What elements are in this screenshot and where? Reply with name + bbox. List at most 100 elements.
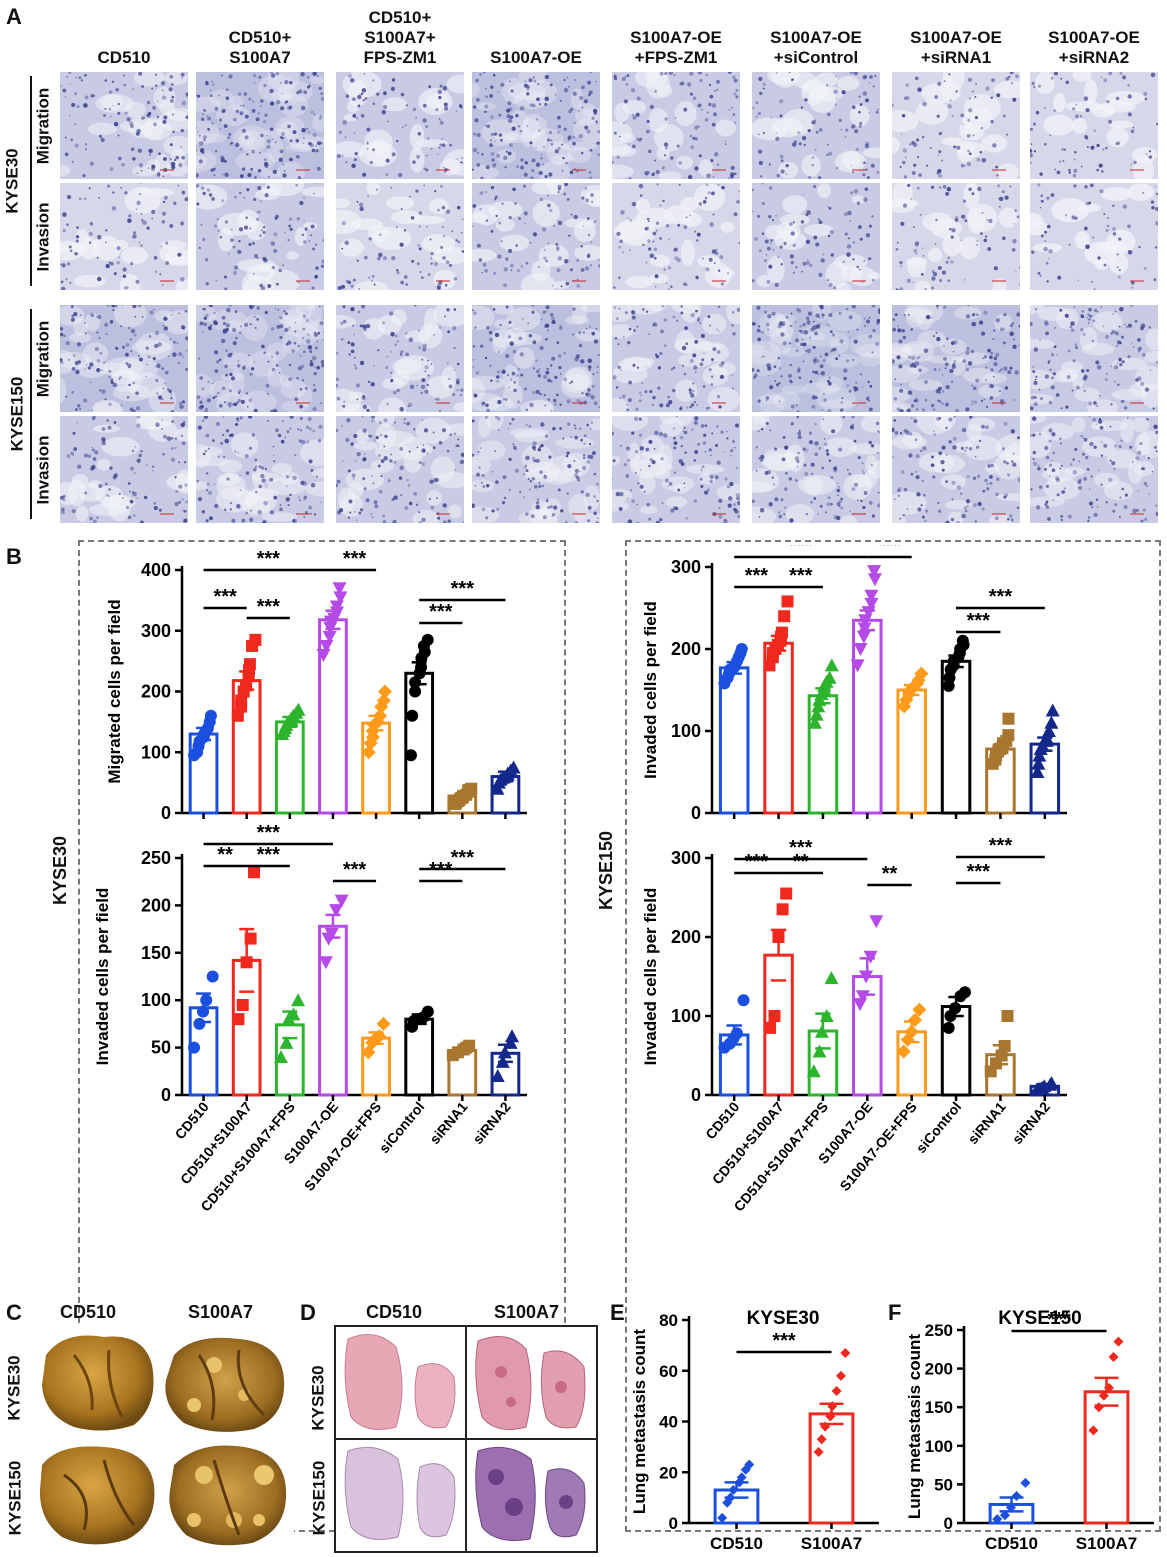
pore-blob [779, 213, 810, 226]
stained-cell [285, 100, 289, 103]
pore-blob [959, 120, 975, 141]
stained-cell [943, 305, 947, 309]
data-point [243, 658, 256, 671]
stained-cell [853, 339, 858, 344]
stained-cell [350, 284, 354, 288]
stained-cell [237, 452, 240, 454]
pore-blob [508, 82, 547, 100]
stained-cell [94, 347, 99, 352]
stained-cell [1045, 261, 1049, 265]
stained-cell [228, 132, 232, 136]
stained-cell [238, 389, 242, 393]
stained-cell [383, 105, 388, 110]
pore-blob [448, 504, 462, 519]
panel-letter-e: E [610, 1300, 625, 1325]
pore-blob [355, 429, 369, 444]
stained-cell [619, 396, 622, 399]
stained-cell [182, 509, 185, 512]
stained-cell [545, 259, 548, 263]
stained-cell [205, 258, 209, 262]
pore-blob [774, 230, 807, 251]
stained-cell [1143, 91, 1148, 96]
pore-blob [716, 483, 740, 501]
stained-cell [509, 107, 513, 111]
stained-cell [981, 212, 984, 215]
stained-cell [348, 499, 353, 504]
stained-cell [726, 430, 728, 433]
stained-cell [349, 511, 352, 514]
data-point [409, 676, 422, 689]
stained-cell [141, 116, 145, 120]
stained-cell [877, 503, 880, 508]
pore-blob [579, 305, 600, 313]
stained-cell [377, 349, 380, 352]
stained-cell [439, 184, 443, 188]
stained-cell [298, 439, 303, 443]
stained-cell [250, 307, 253, 310]
stained-cell [342, 305, 346, 309]
stained-cell [76, 421, 78, 424]
stained-cell [1037, 183, 1041, 187]
stained-cell [538, 129, 541, 132]
stained-cell [635, 112, 640, 117]
stained-cell [690, 403, 695, 407]
stained-cell [696, 232, 701, 237]
stained-cell [318, 117, 322, 120]
stained-cell [595, 327, 598, 330]
stained-cell [136, 458, 141, 463]
stained-cell [316, 365, 320, 370]
stained-cell [245, 471, 250, 476]
stained-cell [516, 400, 521, 404]
stained-cell [133, 231, 136, 235]
stained-cell [752, 367, 755, 373]
stained-cell [1118, 515, 1121, 518]
stained-cell [852, 241, 855, 244]
stained-cell [213, 224, 218, 228]
micrograph-kyse30-invasion [336, 183, 464, 290]
stained-cell [266, 185, 270, 189]
stained-cell [516, 374, 519, 377]
stained-cell [223, 275, 228, 279]
stained-cell [946, 186, 952, 192]
stained-cell [180, 325, 186, 330]
pore-blob [862, 147, 880, 159]
stained-cell [717, 305, 721, 309]
stained-cell [1100, 76, 1103, 79]
stained-cell [533, 458, 537, 463]
stained-cell [185, 92, 188, 96]
stained-cell [479, 73, 482, 77]
stained-cell [1032, 370, 1036, 373]
stained-cell [593, 339, 599, 344]
stained-cell [512, 349, 517, 354]
pore-blob [166, 473, 188, 491]
stained-cell [700, 469, 703, 471]
data-point [240, 679, 253, 692]
micrograph-texture [892, 416, 1020, 523]
stained-cell [857, 499, 859, 501]
pore-blob [245, 487, 277, 515]
stained-cell [74, 252, 78, 256]
stained-cell [308, 348, 312, 353]
data-point [236, 998, 249, 1011]
data-point [503, 1035, 518, 1049]
stained-cell [1016, 506, 1020, 510]
stained-cell [148, 153, 152, 156]
stained-cell [1030, 161, 1032, 165]
stained-cell [798, 329, 802, 333]
stained-cell [950, 517, 955, 522]
stained-cell [63, 334, 66, 338]
stained-cell [133, 514, 136, 517]
pore-blob [768, 313, 789, 335]
stained-cell [619, 135, 621, 138]
stained-cell [472, 204, 477, 208]
stained-cell [1093, 288, 1096, 290]
stained-cell [774, 497, 779, 502]
stained-cell [651, 459, 656, 465]
stained-cell [350, 442, 354, 446]
x-tick-label: siRNA2 [1009, 1098, 1053, 1147]
stained-cell [532, 232, 538, 237]
stained-cell [142, 220, 147, 225]
stained-cell [1085, 455, 1089, 460]
stained-cell [107, 425, 112, 430]
